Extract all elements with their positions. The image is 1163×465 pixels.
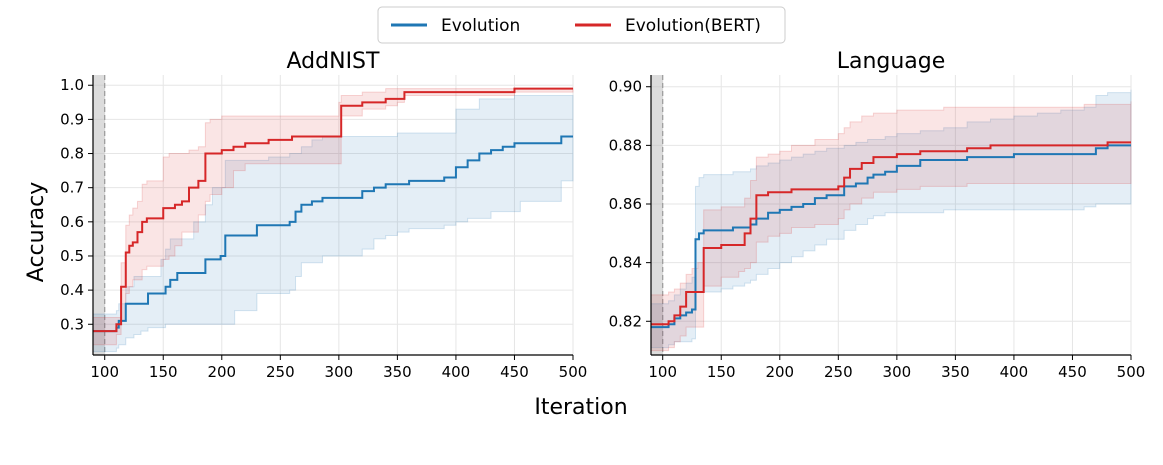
x-tick-label: 250	[824, 363, 853, 381]
subplot-language: 100 150 200 250 300 350 400 450 500 0.82 0.84 0.86 0…	[609, 75, 1146, 381]
y-tick-label: 0.82	[609, 312, 642, 330]
x-tick-label: 300	[325, 363, 354, 381]
subplot-addnist: 100 150 200 250 300 350 400 450 500 0.3 0.4 0.5 0.6 0…	[60, 75, 587, 381]
x-tick-label: 400	[442, 363, 471, 381]
y-tick-label: 0.6	[60, 213, 84, 231]
x-tick-label: 500	[1117, 363, 1146, 381]
x-tick-label: 500	[559, 363, 588, 381]
y-tick-label: 0.3	[60, 315, 84, 333]
x-tick-label: 150	[707, 363, 736, 381]
confidence-band-evolution-bert	[650, 101, 1132, 352]
x-tick-label: 200	[765, 363, 794, 381]
y-axis-title: Accuracy	[24, 182, 49, 282]
y-tick-label: 0.8	[60, 145, 84, 163]
x-tick-label: 450	[1058, 363, 1087, 381]
legend-label-evolution: Evolution	[441, 16, 520, 36]
series-line-evolution-bert	[93, 87, 573, 333]
x-tick-label: 400	[1000, 363, 1029, 381]
legend-label-evolution-bert: Evolution(BERT)	[625, 16, 761, 36]
y-tick-label: 1.0	[60, 76, 84, 94]
y-tick-label: 0.88	[609, 136, 642, 154]
x-tick-label: 350	[941, 363, 970, 381]
x-tick-label: 250	[266, 363, 295, 381]
warmup-region	[93, 75, 105, 355]
y-tick-label: 0.86	[609, 195, 642, 213]
subplot-title-addnist: AddNIST	[287, 49, 381, 74]
x-tick-label: 200	[207, 363, 236, 381]
legend: Evolution Evolution(BERT)	[377, 6, 786, 44]
x-axis-title: Iteration	[534, 395, 627, 420]
y-tick-label: 0.90	[609, 78, 642, 96]
series-line-evolution	[651, 144, 1131, 329]
x-tick-label: 300	[883, 363, 912, 381]
y-tick-label: 0.9	[60, 110, 84, 128]
x-tick-label: 150	[149, 363, 178, 381]
x-tick-label: 450	[500, 363, 529, 381]
warmup-region	[651, 75, 663, 355]
series-line-evolution-bert	[651, 141, 1131, 326]
subplot-title-language: Language	[837, 49, 946, 74]
x-tick-label: 350	[383, 363, 412, 381]
series-line-evolution	[93, 135, 573, 333]
y-tick-label: 0.4	[60, 281, 84, 299]
confidence-band-evolution	[650, 89, 1132, 349]
x-tick-label: 100	[648, 363, 677, 381]
x-tick-label: 100	[90, 363, 119, 381]
confidence-band-evolution	[92, 94, 574, 353]
y-tick-label: 0.7	[60, 179, 84, 197]
y-tick-label: 0.5	[60, 247, 84, 265]
y-tick-label: 0.84	[609, 254, 642, 272]
